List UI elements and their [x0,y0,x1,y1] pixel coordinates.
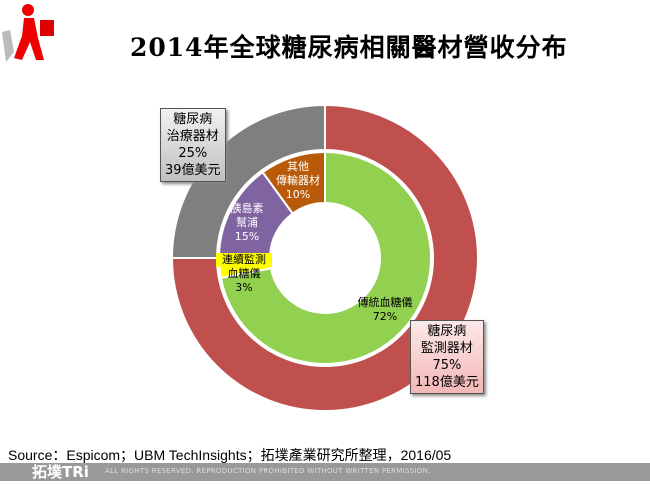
page-title: 2014年全球糖尿病相關醫材營收分布 [130,33,568,62]
outer-slice-0 [170,103,479,412]
label-other: 其他 傳輸器材 10% [276,160,320,201]
outer-slice-1 [170,103,326,259]
label-treatment: 糖尿病 治療器材 25% 39億美元 [160,108,226,182]
label-bgm: 傳統血糖儀 72% [357,296,413,323]
label-monitoring: 糖尿病 監測器材 75% 118億美元 [410,320,484,394]
label-pump: 胰島素 幫浦 15% [230,202,264,243]
source-note: Source：Espicom；UBM TechInsights；拓墣產業研究所整… [8,447,452,463]
inner-slice-0 [219,150,432,365]
inner-slice-3 [261,150,326,215]
footer-brand: 拓墣TRi [32,463,89,481]
walking-man-logo-icon [2,4,54,62]
label-cgm: 連續監測 血糖儀 3% [216,253,272,295]
footer-rights: ALL RIGHTS RESERVED. REPRODUCTION PROHIB… [105,467,431,475]
footer-bar: 拓墣TRi ALL RIGHTS RESERVED. REPRODUCTION … [0,463,650,481]
